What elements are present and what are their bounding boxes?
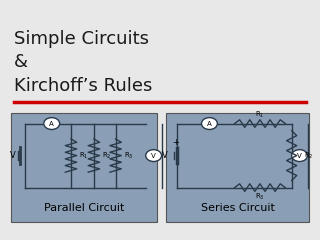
Text: V: V bbox=[151, 153, 156, 159]
Text: V: V bbox=[10, 151, 15, 160]
Text: A: A bbox=[207, 120, 212, 126]
Circle shape bbox=[292, 150, 308, 162]
Circle shape bbox=[44, 118, 60, 130]
Text: R$_2$: R$_2$ bbox=[102, 150, 111, 161]
Text: V: V bbox=[162, 151, 168, 160]
Text: Simple Circuits
&
Kirchoff’s Rules: Simple Circuits & Kirchoff’s Rules bbox=[14, 30, 152, 95]
Circle shape bbox=[146, 150, 162, 162]
Text: +: + bbox=[172, 138, 179, 147]
Text: Parallel Circuit: Parallel Circuit bbox=[44, 203, 124, 212]
Text: R$_1$: R$_1$ bbox=[255, 109, 265, 120]
Circle shape bbox=[202, 118, 217, 130]
Text: V: V bbox=[297, 153, 302, 159]
FancyBboxPatch shape bbox=[11, 113, 157, 222]
Text: R$_3$: R$_3$ bbox=[255, 192, 265, 202]
Text: R$_1$: R$_1$ bbox=[79, 150, 88, 161]
Text: R$_2$: R$_2$ bbox=[304, 150, 313, 161]
Text: A: A bbox=[49, 120, 54, 126]
FancyBboxPatch shape bbox=[166, 113, 309, 222]
Text: R$_3$: R$_3$ bbox=[124, 150, 133, 161]
Text: Series Circuit: Series Circuit bbox=[201, 203, 275, 212]
